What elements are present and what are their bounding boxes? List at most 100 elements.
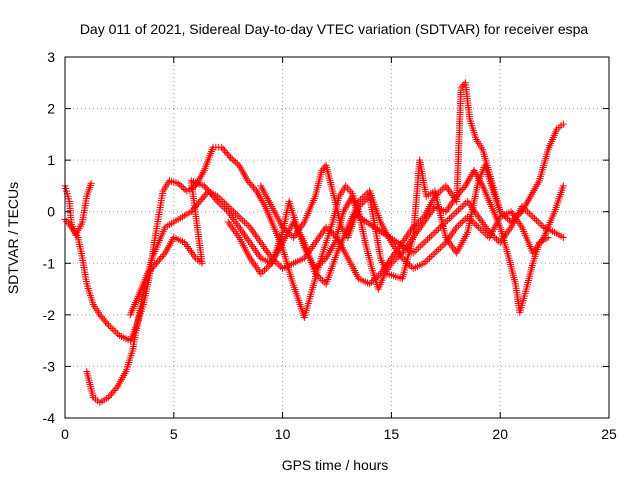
y-tick-label: -4: [43, 410, 56, 426]
data-point: [420, 259, 428, 267]
data-point: [522, 206, 530, 214]
data-point: [559, 120, 567, 128]
data-point: [422, 258, 430, 266]
data-point: [151, 261, 159, 269]
data-marks: [61, 79, 567, 407]
data-point: [458, 82, 466, 90]
data-point: [375, 271, 383, 279]
data-point: [358, 199, 366, 207]
data-point: [196, 197, 204, 205]
x-tick-label: 5: [170, 426, 178, 442]
data-point: [264, 263, 272, 271]
x-tick-label: 0: [61, 426, 69, 442]
data-point: [282, 227, 290, 235]
data-point: [239, 216, 247, 224]
data-point: [453, 208, 461, 216]
data-point: [532, 216, 540, 224]
data-point: [286, 230, 294, 238]
data-point: [149, 263, 157, 271]
data-point: [407, 263, 415, 271]
data-point: [536, 220, 544, 228]
data-point: [445, 215, 453, 223]
data-point: [531, 215, 539, 223]
data-point: [362, 196, 370, 204]
data-point: [112, 385, 120, 393]
data-point: [232, 158, 240, 166]
data-point: [474, 223, 482, 231]
data-point: [147, 266, 155, 274]
data-point: [231, 209, 239, 217]
data-point: [242, 220, 250, 228]
data-point: [458, 218, 466, 226]
data-point: [197, 196, 205, 204]
data-point: [357, 201, 365, 209]
data-point: [145, 268, 153, 276]
data-point: [315, 273, 323, 281]
data-point: [427, 252, 435, 260]
data-point: [525, 209, 533, 217]
plot-frame: [64, 56, 610, 419]
data-point: [247, 180, 255, 188]
data-point: [320, 256, 328, 264]
data-point: [230, 157, 238, 165]
data-point: [425, 254, 433, 262]
data-point: [219, 203, 227, 211]
data-point: [200, 192, 208, 200]
data-point: [221, 204, 229, 212]
data-point: [429, 251, 437, 259]
data-point: [460, 184, 468, 192]
data-point: [206, 189, 214, 197]
data-point: [100, 316, 108, 324]
data-point: [317, 275, 325, 283]
data-point: [225, 152, 233, 160]
data-point: [559, 234, 567, 241]
data-point: [222, 148, 230, 156]
x-tick-label: 25: [601, 426, 617, 442]
data-point: [453, 223, 461, 231]
y-tick-label: 3: [47, 49, 55, 65]
data-point: [457, 187, 465, 195]
data-point: [476, 225, 484, 233]
data-point: [460, 216, 468, 224]
data-point: [527, 211, 535, 219]
y-axis-label: SDTVAR / TECUs: [5, 182, 21, 294]
data-point: [559, 182, 567, 190]
data-point: [438, 242, 446, 250]
data-point: [222, 206, 230, 214]
data-point: [315, 261, 323, 269]
data-point: [326, 227, 334, 235]
data-point: [485, 228, 493, 236]
data-point: [360, 197, 368, 205]
data-point: [87, 179, 95, 187]
data-point: [538, 221, 546, 229]
axis-ticks: [64, 56, 610, 419]
data-point: [251, 185, 259, 193]
chart-title: Day 011 of 2021, Sidereal Day-to-day VTE…: [80, 21, 589, 37]
data-point: [102, 318, 110, 326]
data-point: [205, 187, 213, 195]
data-point: [345, 186, 353, 194]
data-point: [413, 246, 421, 254]
data-point: [260, 266, 268, 274]
data-point: [235, 213, 243, 221]
data-point: [226, 154, 234, 162]
data-point: [218, 143, 226, 151]
y-tick-label: -2: [43, 307, 56, 323]
data-point: [318, 276, 326, 284]
data-point: [371, 275, 379, 283]
data-point: [110, 326, 118, 334]
x-tick-label: 20: [492, 426, 508, 442]
data-point: [496, 208, 504, 216]
data-point: [144, 270, 152, 278]
data-point: [219, 145, 227, 153]
data-point: [322, 223, 330, 231]
data-point: [458, 203, 466, 211]
data-point: [328, 228, 336, 236]
data-point: [534, 218, 542, 226]
data-point: [248, 182, 256, 190]
data-point: [367, 278, 375, 286]
data-point: [279, 223, 287, 231]
data-point: [456, 220, 464, 228]
x-axis-label: GPS time / hours: [282, 457, 389, 473]
